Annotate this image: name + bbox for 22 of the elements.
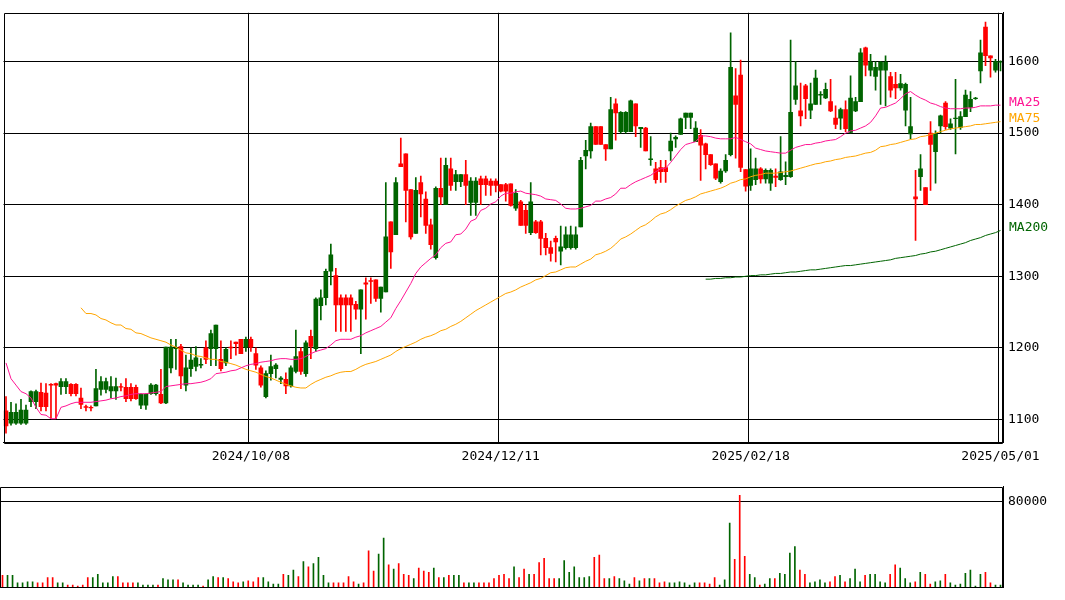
candlestick — [438, 157, 444, 206]
y-tick-label: 80000 — [1008, 493, 1048, 509]
x-tick-label: 2025/02/18 — [711, 447, 790, 463]
candlestick — [638, 127, 644, 148]
y-tick-label: 1300 — [1008, 267, 1040, 283]
candlestick — [613, 98, 619, 141]
x-tick-label: 2024/10/08 — [211, 447, 291, 463]
x-tick-label: 2024/12/11 — [461, 447, 540, 463]
y-tick-label: 1600 — [1008, 52, 1040, 68]
y-tick-label: 1400 — [1008, 196, 1040, 212]
y-tick-label: 1500 — [1008, 124, 1040, 140]
candlestick — [558, 225, 564, 266]
series-label: MA25 — [1009, 93, 1041, 109]
series-label: MA200 — [1009, 218, 1049, 234]
candlestick — [348, 294, 354, 332]
candlestick — [478, 175, 484, 206]
y-tick-label: 1100 — [1008, 410, 1040, 426]
series-label: MA75 — [1009, 110, 1041, 126]
candlestick — [363, 277, 369, 320]
x-tick-label: 2025/05/01 — [961, 447, 1040, 463]
y-tick-label: 1200 — [1008, 339, 1040, 355]
candlestick — [553, 235, 559, 263]
